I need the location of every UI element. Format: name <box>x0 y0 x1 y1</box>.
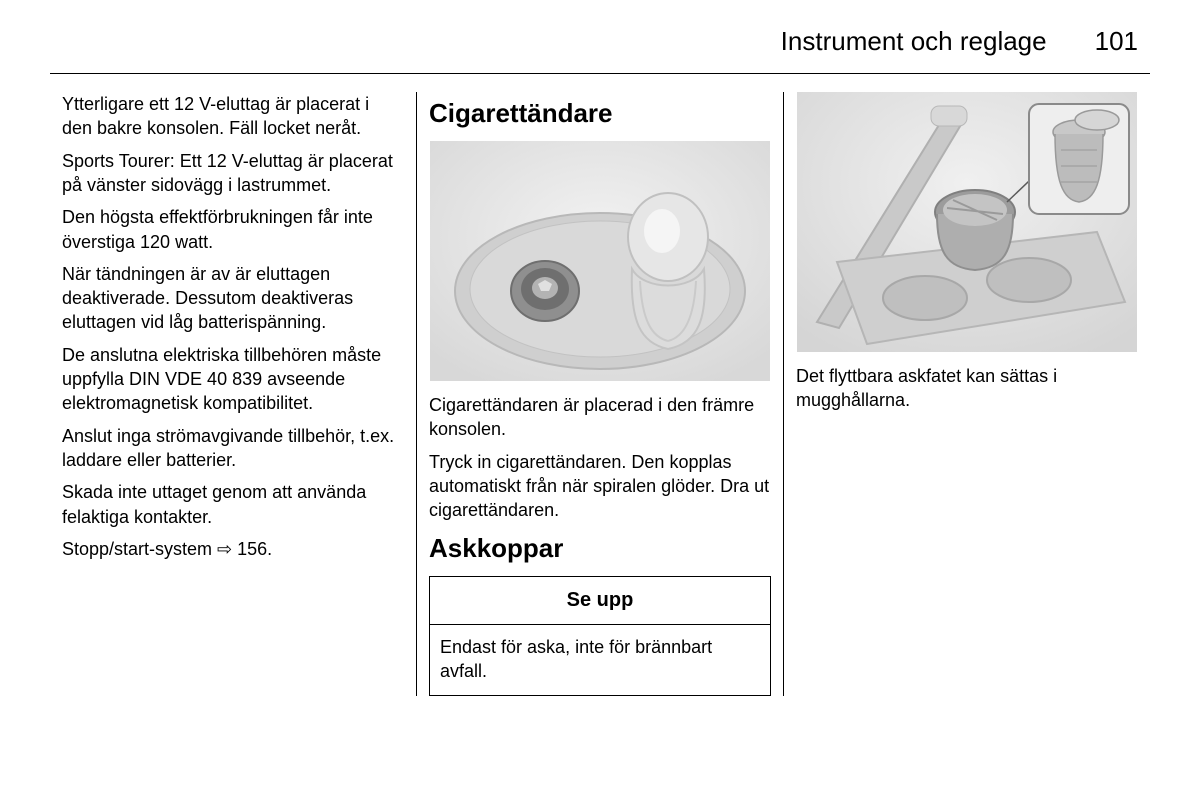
content-columns: Ytterligare ett 12 V-eluttag är placerat… <box>50 92 1150 696</box>
paragraph: Det flyttbara askfatet kan sättas i mugg… <box>796 364 1138 413</box>
paragraph: Den högsta effektförbrukningen får inte … <box>62 205 404 254</box>
paragraph: Ytterligare ett 12 V-eluttag är placerat… <box>62 92 404 141</box>
paragraph: Tryck in cigarettändaren. Den kopp­las a… <box>429 450 771 523</box>
caution-body: Endast för aska, inte för brännbart avfa… <box>430 625 770 696</box>
section-title: Instrument och reglage <box>781 24 1047 59</box>
paragraph: Anslut inga strömavgivande tillbehör, t.… <box>62 424 404 473</box>
paragraph: Skada inte uttaget genom att an­vända fe… <box>62 480 404 529</box>
heading-cigarette-lighter: Cigarettändare <box>429 96 771 131</box>
column-2: Cigarettändare <box>416 92 783 696</box>
paragraph: Cigarettändaren är placerad i den främre… <box>429 393 771 442</box>
manual-page: Instrument och reglage 101 Ytterligare e… <box>0 0 1200 716</box>
column-3: Det flyttbara askfatet kan sättas i mugg… <box>783 92 1150 696</box>
header-rule <box>50 73 1150 74</box>
page-number: 101 <box>1095 24 1138 59</box>
figure-ashtray <box>796 92 1138 352</box>
heading-ashtrays: Askkoppar <box>429 531 771 566</box>
caution-title: Se upp <box>430 577 770 625</box>
page-header: Instrument och reglage 101 <box>50 20 1150 73</box>
paragraph: Sports Tourer: Ett 12 V-eluttag är pla­c… <box>62 149 404 198</box>
caution-box: Se upp Endast för aska, inte för brännba… <box>429 576 771 697</box>
column-1: Ytterligare ett 12 V-eluttag är placerat… <box>50 92 416 696</box>
paragraph: När tändningen är av är eluttagen deakti… <box>62 262 404 335</box>
paragraph-crossref: Stopp/start-system ⇨ 156. <box>62 537 404 561</box>
figure-cigarette-lighter <box>429 141 771 381</box>
paragraph: De anslutna elektriska tillbehören måste… <box>62 343 404 416</box>
